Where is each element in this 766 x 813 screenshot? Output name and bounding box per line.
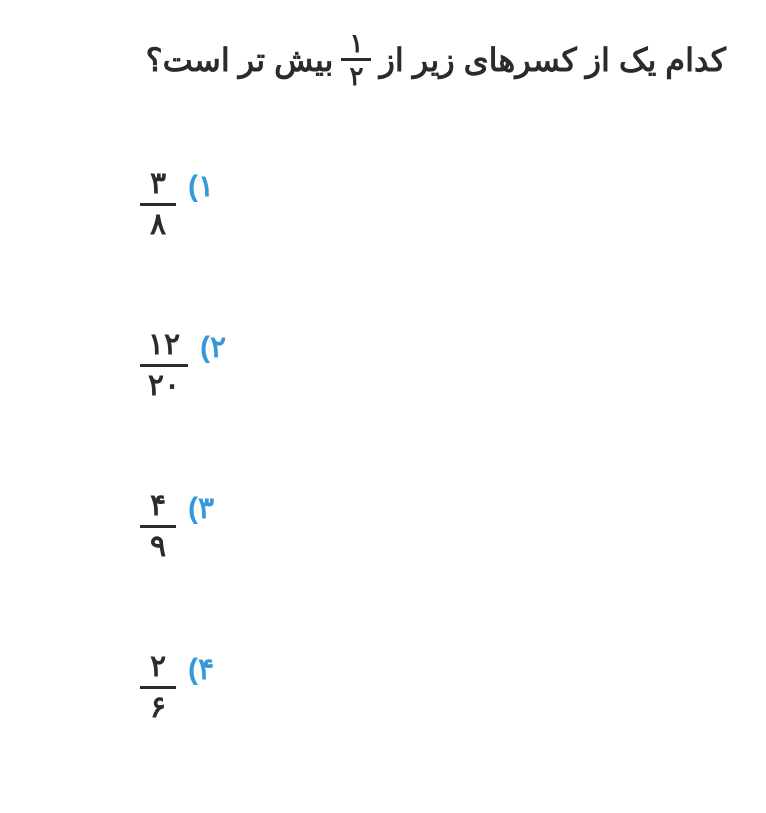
option-2-label: (۲ [200, 330, 226, 365]
option-1-numerator: ۳ [150, 169, 166, 203]
option-4-fraction: ۲ ۶ [140, 652, 176, 723]
option-3-label: (۳ [188, 491, 214, 526]
option-2-fraction: ۱۲ ۲۰ [140, 330, 188, 401]
option-1[interactable]: ۳ ۸ (۱ [140, 169, 214, 240]
option-2[interactable]: ۱۲ ۲۰ (۲ [140, 330, 226, 401]
option-1-label: (۱ [188, 169, 214, 204]
option-3-numerator: ۴ [150, 491, 166, 525]
question-text-before: کدام یک از کسرهای زیر از [379, 41, 726, 79]
option-4-numerator: ۲ [150, 652, 166, 686]
option-3-denominator: ۹ [150, 528, 166, 562]
option-2-denominator: ۲۰ [148, 367, 180, 401]
question-text-after: بیش تر است؟ [146, 41, 334, 79]
option-2-numerator: ۱۲ [148, 330, 180, 364]
option-4[interactable]: ۲ ۶ (۴ [140, 652, 214, 723]
question-line: کدام یک از کسرهای زیر از ۱ ۲ بیش تر است؟ [40, 30, 726, 89]
question-fraction: ۱ ۲ [341, 30, 371, 89]
option-4-label: (۴ [188, 652, 214, 687]
option-3-fraction: ۴ ۹ [140, 491, 176, 562]
question-fraction-denominator: ۲ [349, 61, 363, 89]
question-fraction-numerator: ۱ [349, 30, 363, 58]
option-4-denominator: ۶ [150, 689, 166, 723]
options-container: ۳ ۸ (۱ ۱۲ ۲۰ (۲ ۴ ۹ (۳ ۲ ۶ (۴ [40, 169, 726, 813]
option-1-fraction: ۳ ۸ [140, 169, 176, 240]
option-3[interactable]: ۴ ۹ (۳ [140, 491, 214, 562]
option-1-denominator: ۸ [150, 206, 166, 240]
